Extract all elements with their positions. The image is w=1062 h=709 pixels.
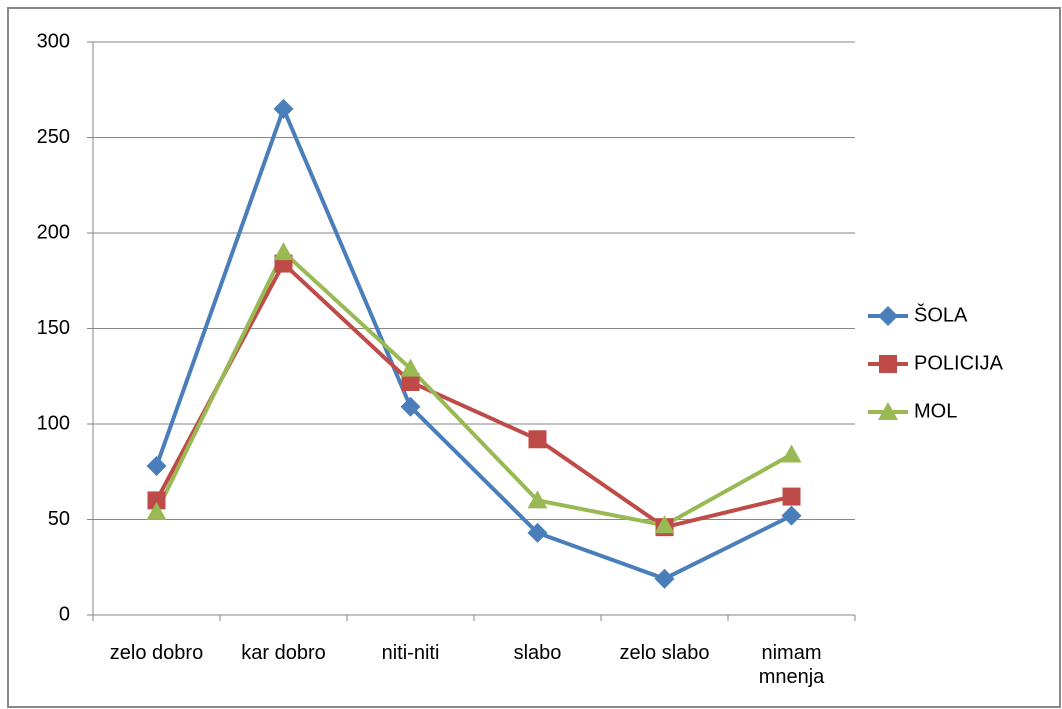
x-tick-label: kar dobro [241, 642, 326, 664]
series-line [154, 106, 793, 581]
legend-label: MOL [914, 400, 957, 422]
marker [528, 430, 547, 449]
x-tick-label: slabo [513, 642, 562, 664]
y-tick-label: 0 [59, 603, 70, 625]
x-tick-label: zelo dobro [109, 642, 204, 664]
marker [146, 501, 167, 520]
x-tick-label: nimam mnenja [758, 642, 825, 688]
marker [147, 491, 166, 510]
y-tick-label: 300 [37, 30, 70, 52]
marker [782, 487, 801, 506]
marker [146, 456, 167, 477]
marker [879, 355, 897, 373]
marker [400, 396, 421, 417]
marker [273, 242, 294, 261]
marker [654, 515, 675, 534]
marker [781, 505, 802, 526]
marker [527, 522, 548, 543]
series-line [154, 261, 792, 530]
y-tick-label: 200 [37, 221, 70, 243]
series-line [154, 250, 793, 528]
x-tick-label: niti-niti [381, 642, 440, 664]
legend-label: ŠOLA [914, 303, 968, 326]
y-tick-label: 50 [48, 508, 70, 530]
y-tick-label: 100 [37, 412, 70, 434]
chart-border [7, 7, 1061, 708]
marker [654, 568, 675, 589]
legend-label: POLICIJA [914, 352, 1004, 374]
marker [781, 444, 802, 463]
y-tick-label: 250 [37, 126, 70, 148]
marker [527, 490, 548, 509]
marker [878, 306, 898, 326]
y-tick-label: 150 [37, 317, 70, 339]
marker [273, 98, 294, 119]
marker [878, 402, 898, 420]
x-tick-label: zelo slabo [619, 642, 710, 664]
marker [400, 358, 421, 377]
marker [401, 372, 420, 391]
